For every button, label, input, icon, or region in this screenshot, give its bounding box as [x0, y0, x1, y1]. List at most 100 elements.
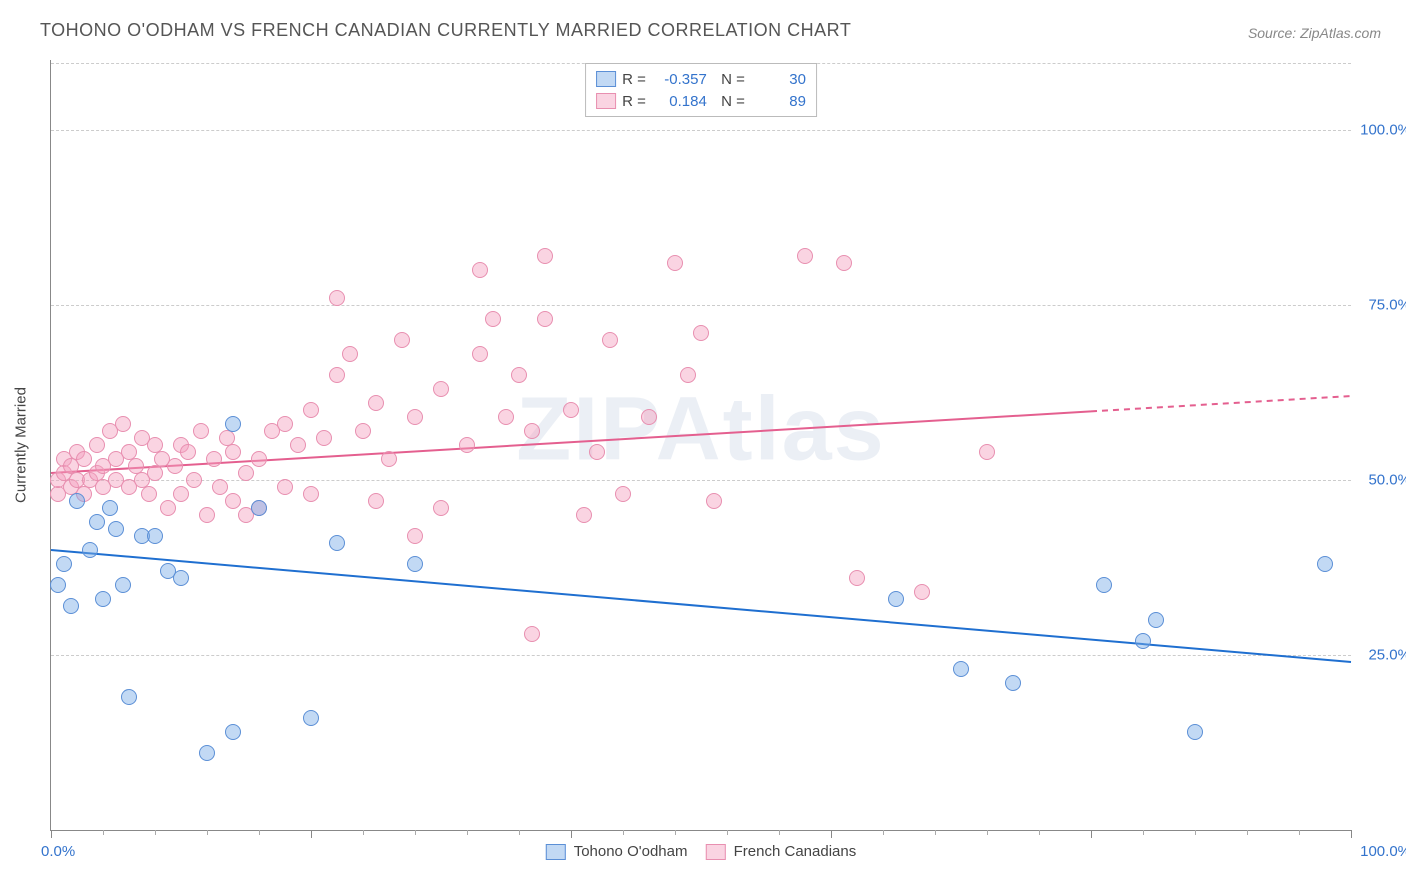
legend-item-b: French Canadians — [705, 843, 856, 860]
data-point — [537, 248, 553, 264]
legend-row-a: R = -0.357 N = 30 — [596, 68, 806, 90]
data-point — [303, 710, 319, 726]
data-point — [206, 451, 222, 467]
data-point — [706, 493, 722, 509]
data-point — [888, 591, 904, 607]
correlation-legend: R = -0.357 N = 30 R = 0.184 N = 89 — [585, 63, 817, 117]
plot-area: ZIPAtlas 25.0%50.0%75.0%100.0% Currently… — [50, 60, 1351, 831]
x-tick — [1351, 830, 1352, 838]
data-point — [1135, 633, 1151, 649]
data-point — [63, 598, 79, 614]
data-point — [115, 416, 131, 432]
legend-r-b: 0.184 — [652, 93, 707, 110]
data-point — [76, 451, 92, 467]
x-axis-min-label: 0.0% — [41, 843, 75, 860]
data-point — [212, 479, 228, 495]
data-point — [167, 458, 183, 474]
legend-swatch-a — [546, 844, 566, 860]
data-point — [641, 409, 657, 425]
data-point — [277, 416, 293, 432]
data-point — [537, 311, 553, 327]
x-tick — [987, 830, 988, 835]
x-tick — [415, 830, 416, 835]
series-legend: Tohono O'odham French Canadians — [546, 843, 856, 860]
data-point — [199, 507, 215, 523]
data-point — [1317, 556, 1333, 572]
x-tick — [103, 830, 104, 835]
data-point — [89, 437, 105, 453]
data-point — [199, 745, 215, 761]
data-point — [1005, 675, 1021, 691]
data-point — [329, 367, 345, 383]
legend-n-label: N = — [713, 71, 745, 88]
x-tick — [207, 830, 208, 835]
data-point — [433, 500, 449, 516]
data-point — [849, 570, 865, 586]
data-point — [238, 465, 254, 481]
y-tick-label: 25.0% — [1368, 647, 1406, 664]
x-tick — [155, 830, 156, 835]
data-point — [173, 486, 189, 502]
data-point — [394, 332, 410, 348]
legend-swatch-b — [705, 844, 725, 860]
data-point — [1148, 612, 1164, 628]
chart-title: TOHONO O'ODHAM VS FRENCH CANADIAN CURREN… — [40, 20, 851, 41]
data-point — [303, 402, 319, 418]
data-point — [89, 514, 105, 530]
x-axis-max-label: 100.0% — [1360, 843, 1406, 860]
data-point — [472, 346, 488, 362]
legend-r-a: -0.357 — [652, 71, 707, 88]
data-point — [180, 444, 196, 460]
x-tick — [623, 830, 624, 835]
x-tick — [883, 830, 884, 835]
data-point — [290, 437, 306, 453]
data-point — [485, 311, 501, 327]
legend-label-a: Tohono O'odham — [574, 843, 688, 860]
data-point — [407, 528, 423, 544]
data-point — [342, 346, 358, 362]
legend-n-b: 89 — [751, 93, 806, 110]
data-point — [472, 262, 488, 278]
data-point — [329, 535, 345, 551]
data-point — [667, 255, 683, 271]
data-point — [914, 584, 930, 600]
x-tick — [311, 830, 312, 838]
x-tick — [1299, 830, 1300, 835]
data-point — [141, 486, 157, 502]
y-tick-label: 50.0% — [1368, 472, 1406, 489]
data-point — [160, 500, 176, 516]
x-tick — [51, 830, 52, 838]
legend-item-a: Tohono O'odham — [546, 843, 688, 860]
data-point — [69, 493, 85, 509]
x-tick — [467, 830, 468, 835]
data-point — [498, 409, 514, 425]
legend-label-b: French Canadians — [734, 843, 857, 860]
data-point — [433, 381, 449, 397]
trend-lines — [51, 60, 1351, 830]
data-point — [602, 332, 618, 348]
legend-r-label: R = — [622, 71, 646, 88]
data-point — [797, 248, 813, 264]
data-point — [193, 423, 209, 439]
data-point — [186, 472, 202, 488]
data-point — [147, 528, 163, 544]
data-point — [115, 577, 131, 593]
data-point — [615, 486, 631, 502]
data-point — [225, 724, 241, 740]
x-tick — [571, 830, 572, 838]
data-point — [303, 486, 319, 502]
data-point — [329, 290, 345, 306]
data-point — [979, 444, 995, 460]
y-tick-label: 100.0% — [1360, 122, 1406, 139]
legend-swatch-b — [596, 93, 616, 109]
data-point — [225, 493, 241, 509]
data-point — [95, 591, 111, 607]
x-tick — [259, 830, 260, 835]
data-point — [693, 325, 709, 341]
trend-line — [51, 550, 1351, 662]
data-point — [576, 507, 592, 523]
data-point — [1096, 577, 1112, 593]
source-attribution: Source: ZipAtlas.com — [1248, 25, 1381, 41]
data-point — [524, 626, 540, 642]
data-point — [251, 500, 267, 516]
